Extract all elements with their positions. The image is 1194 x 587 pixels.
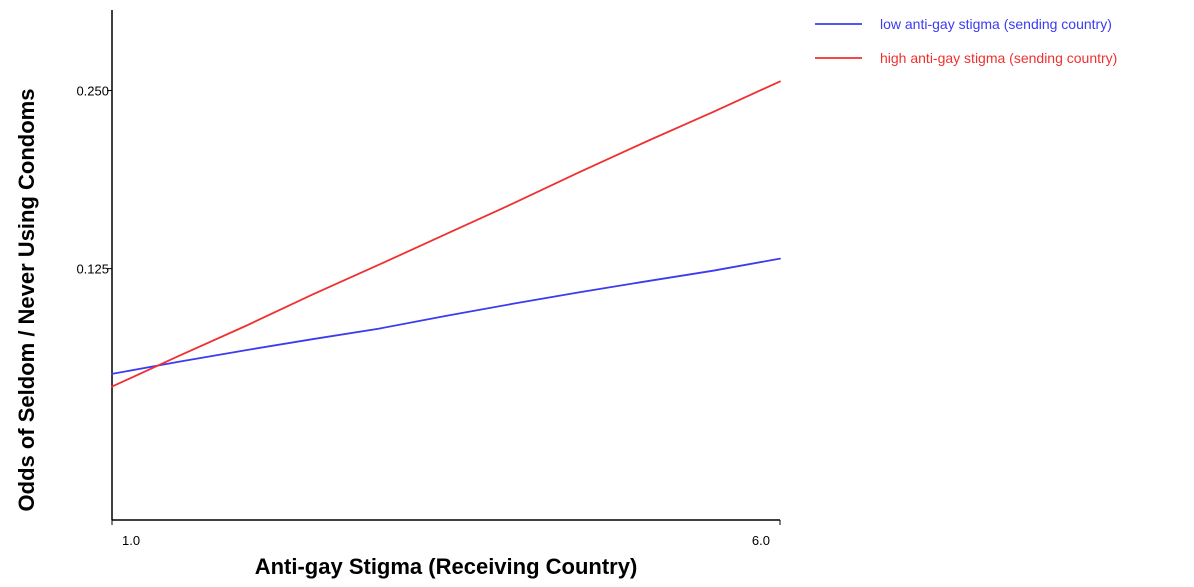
x-tick-label: 6.0 [752, 533, 770, 548]
legend-label-high-stigma: high anti-gay stigma (sending country) [880, 50, 1117, 66]
y-tick-label: 0.250 [76, 84, 109, 99]
y-axis-title: Odds of Seldom / Never Using Condoms [14, 89, 39, 512]
y-tick-label: 0.125 [76, 262, 109, 277]
series-line-high-stigma [111, 80, 781, 388]
y-axis-ticks: 0.125 0.250 [76, 84, 112, 277]
legend: low anti-gay stigma (sending country) hig… [815, 16, 1117, 66]
x-tick-label: 1.0 [122, 533, 140, 548]
legend-label-low-stigma: low anti-gay stigma (sending country) [880, 16, 1112, 32]
x-axis-ticks: 1.0 6.0 [111, 520, 781, 548]
plot-area [111, 80, 781, 388]
series-line-low-stigma [111, 257, 781, 375]
x-axis-title: Anti-gay Stigma (Receiving Country) [255, 554, 638, 579]
